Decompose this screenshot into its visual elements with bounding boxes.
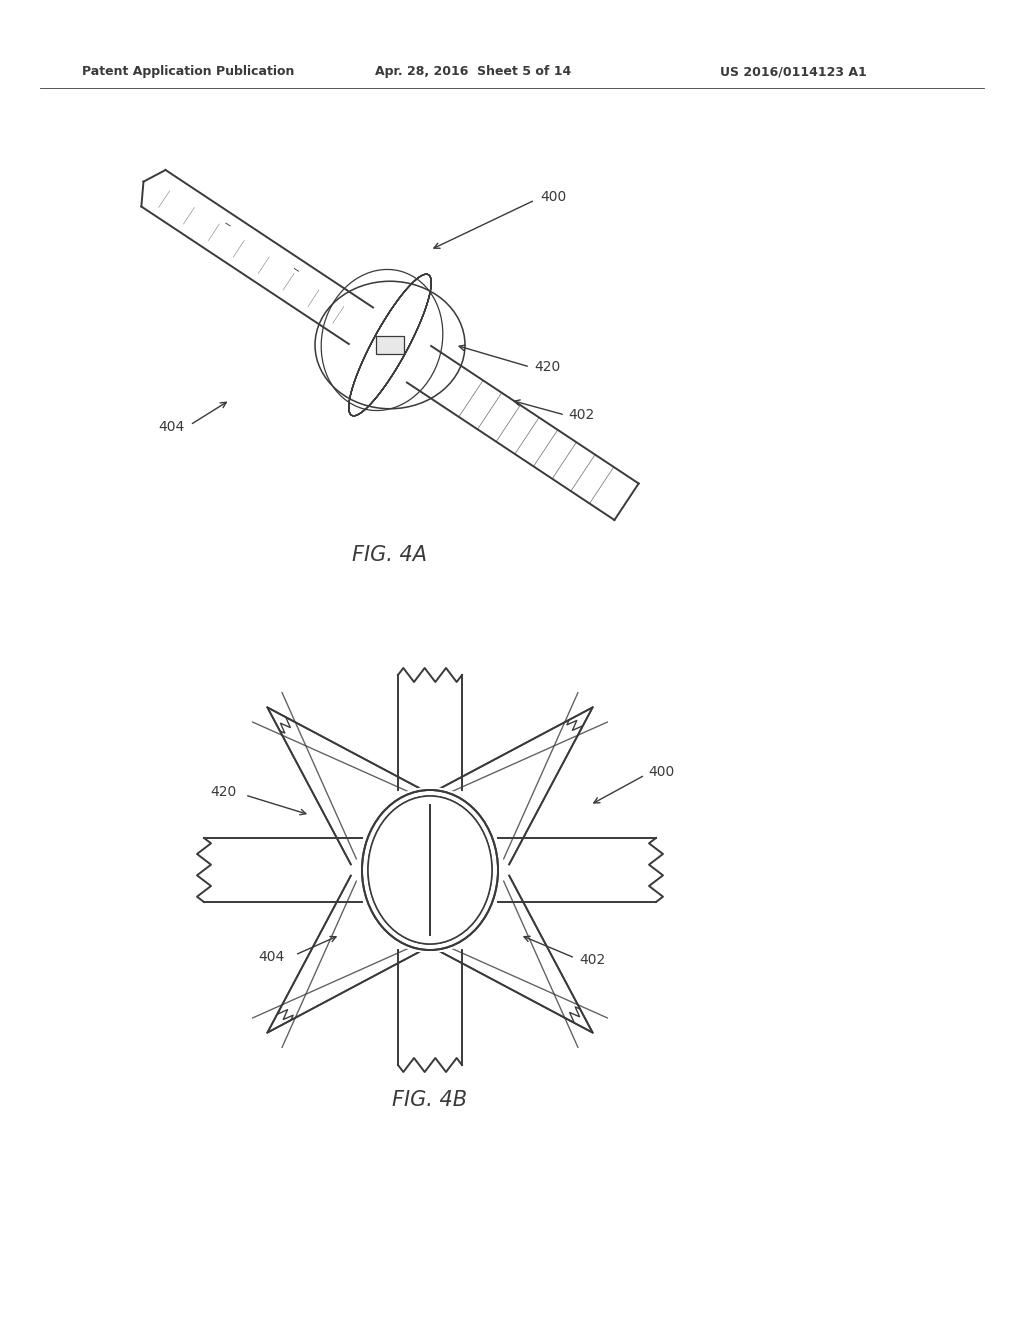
Ellipse shape [368, 796, 492, 944]
Ellipse shape [368, 796, 492, 944]
Text: 400: 400 [648, 766, 674, 779]
Text: 400: 400 [540, 190, 566, 205]
Text: 402: 402 [579, 953, 605, 968]
Text: 404: 404 [258, 950, 285, 964]
Text: 420: 420 [210, 785, 237, 799]
Text: FIG. 4B: FIG. 4B [392, 1090, 468, 1110]
Text: 420: 420 [534, 360, 560, 374]
Text: FIG. 4A: FIG. 4A [352, 545, 427, 565]
Ellipse shape [359, 787, 501, 953]
Text: Patent Application Publication: Patent Application Publication [82, 66, 294, 78]
Text: Apr. 28, 2016  Sheet 5 of 14: Apr. 28, 2016 Sheet 5 of 14 [375, 66, 571, 78]
Text: US 2016/0114123 A1: US 2016/0114123 A1 [720, 66, 866, 78]
FancyBboxPatch shape [376, 337, 404, 354]
Text: 404: 404 [158, 420, 184, 434]
Text: 402: 402 [568, 408, 594, 422]
Ellipse shape [359, 787, 501, 953]
